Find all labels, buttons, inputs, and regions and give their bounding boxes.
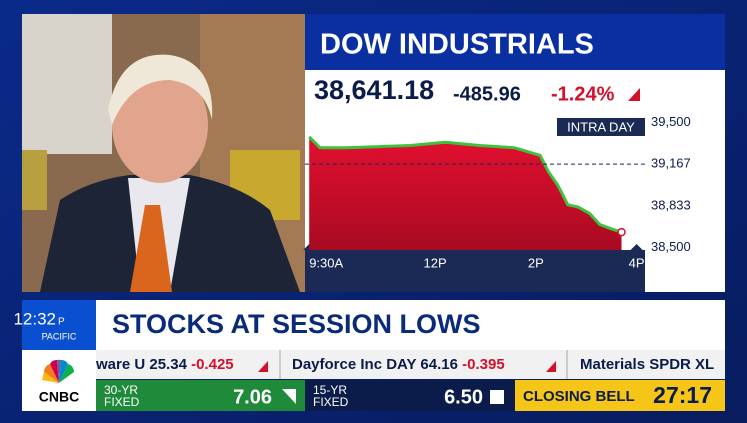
rate-box bbox=[96, 380, 305, 411]
logo-text: CNBC bbox=[39, 389, 79, 405]
ticker-item: Dayforce Inc DAY 64.16 -0.395 bbox=[292, 356, 505, 373]
x-tick-label: 2P bbox=[528, 255, 544, 270]
period-box bbox=[557, 118, 645, 136]
last-price: 38,641.18 bbox=[314, 75, 434, 105]
ticker-arrow bbox=[258, 361, 268, 372]
rate-arrow bbox=[282, 389, 296, 404]
change: -485.96 bbox=[453, 83, 521, 105]
clock-ampm: P bbox=[58, 317, 65, 328]
y-tick-label: 39,167 bbox=[651, 156, 691, 171]
clock-box bbox=[22, 300, 96, 350]
ticker-separator bbox=[279, 350, 281, 379]
headline-bar bbox=[96, 300, 725, 350]
countdown-box bbox=[515, 380, 725, 411]
ticker-separator bbox=[566, 350, 568, 379]
rate-box bbox=[305, 380, 515, 411]
ticker-name: Materials SPDR XL bbox=[580, 356, 714, 373]
percent-change: -1.24% bbox=[551, 83, 615, 105]
chart: 38,500 38,833 39,167 39,500 9:30A 12P 2P 4P bbox=[303, 114, 691, 270]
rate-label: 30-YR FIXED bbox=[104, 383, 140, 409]
countdown-label: CLOSING BELL bbox=[523, 388, 635, 405]
countdown-value: 27:17 bbox=[653, 382, 712, 408]
rate-square bbox=[490, 390, 504, 404]
rate-label-line: 15-YR bbox=[313, 383, 347, 397]
clock-zone: PACIFIC bbox=[42, 331, 77, 341]
headline: STOCKS AT SESSION LOWS bbox=[112, 309, 481, 339]
ticker-item: ware U 25.34 -0.425 bbox=[95, 356, 234, 373]
x-tick-mark bbox=[630, 244, 643, 250]
ticker-price: 25.34 bbox=[149, 356, 187, 373]
ticker-change: -0.425 bbox=[191, 356, 234, 373]
ticker-price: 64.16 bbox=[420, 356, 458, 373]
rate-label-line: FIXED bbox=[313, 395, 349, 409]
y-tick-label: 38,500 bbox=[651, 239, 691, 254]
ticker-change: -0.395 bbox=[462, 356, 505, 373]
x-axis-band bbox=[305, 250, 645, 292]
end-point bbox=[617, 227, 626, 237]
title-bar bbox=[305, 14, 725, 70]
chart-title: DOW INDUSTRIALS bbox=[320, 29, 594, 61]
rate-label: 15-YR FIXED bbox=[313, 383, 349, 409]
video-feed bbox=[22, 14, 305, 292]
period-label: INTRA DAY bbox=[567, 119, 635, 134]
rate-value: 6.50 bbox=[444, 386, 483, 408]
line bbox=[308, 135, 622, 234]
ticker-name: Dayforce Inc DAY bbox=[292, 356, 416, 373]
x-tick-label: 9:30A bbox=[309, 255, 343, 270]
x-tick-label: 12P bbox=[424, 255, 447, 270]
down-arrow bbox=[628, 88, 640, 101]
peacock-logo bbox=[42, 359, 75, 383]
ticker-bar bbox=[96, 350, 725, 379]
rate-label-line: FIXED bbox=[104, 395, 140, 409]
ticker-name: ware U bbox=[95, 356, 145, 373]
rate-value: 7.06 bbox=[233, 386, 272, 408]
x-tick-label: 4P bbox=[629, 255, 645, 270]
y-tick-label: 38,833 bbox=[651, 197, 691, 212]
rate-label-line: 30-YR bbox=[104, 383, 138, 397]
ticker-arrow bbox=[546, 361, 556, 372]
y-tick-label: 39,500 bbox=[651, 114, 691, 129]
quote-bar bbox=[305, 70, 725, 110]
clock-time: 12:32 bbox=[13, 309, 56, 328]
